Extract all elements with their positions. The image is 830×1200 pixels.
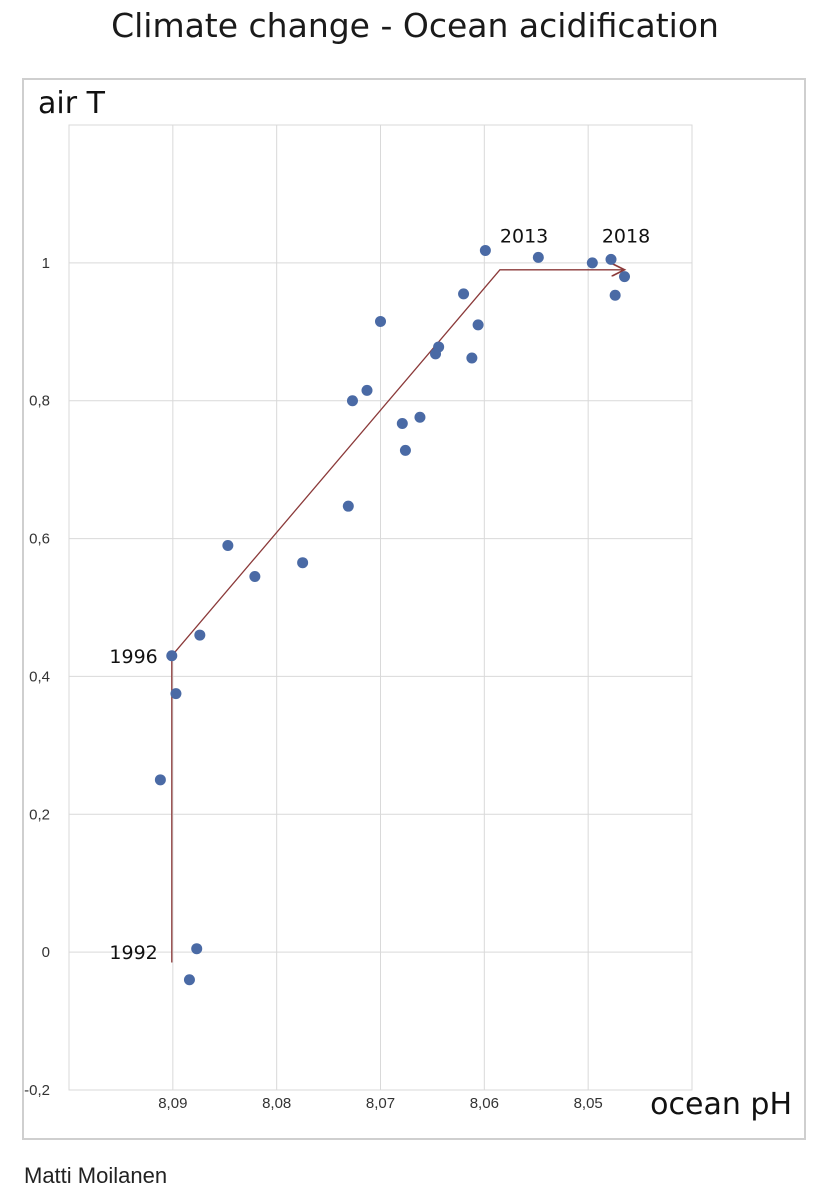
data-point xyxy=(605,253,617,265)
data-point xyxy=(619,271,631,283)
data-point xyxy=(191,943,203,955)
data-point xyxy=(396,417,408,429)
data-point xyxy=(222,539,234,551)
x-tick-label: 8,06 xyxy=(470,1095,499,1112)
y-axis-title: air T xyxy=(38,86,106,121)
y-tick-label: 1 xyxy=(42,255,50,272)
data-point xyxy=(472,319,484,331)
data-point xyxy=(346,395,358,407)
y-tick-label: 0,8 xyxy=(29,393,50,410)
author-credit: Matti Moilanen xyxy=(24,1163,168,1188)
data-point xyxy=(183,974,195,986)
data-point xyxy=(458,288,470,300)
data-point xyxy=(609,289,621,301)
data-point xyxy=(361,384,373,396)
data-point xyxy=(170,688,182,700)
data-point xyxy=(249,570,261,582)
year-annotation: 1996 xyxy=(109,646,157,668)
year-annotation: 2013 xyxy=(500,226,548,248)
data-point xyxy=(586,257,598,269)
data-point xyxy=(166,650,178,662)
trend-line xyxy=(171,270,625,963)
y-tick-label: 0 xyxy=(42,944,50,961)
y-tick-label: 0,6 xyxy=(29,531,50,548)
data-point xyxy=(194,629,206,641)
data-point xyxy=(297,557,309,569)
data-point xyxy=(532,251,544,263)
x-tick-label: 8,09 xyxy=(158,1095,187,1112)
data-point xyxy=(414,411,426,423)
chart-title: Climate change - Ocean acidification xyxy=(111,6,719,45)
data-point xyxy=(154,774,166,786)
y-tick-label: 0,2 xyxy=(29,806,50,823)
data-point xyxy=(399,444,411,456)
x-axis-title: ocean pH xyxy=(650,1087,792,1122)
data-point xyxy=(466,352,478,364)
x-tick-label: 8,08 xyxy=(262,1095,291,1112)
y-tick-label: 0,4 xyxy=(29,668,50,685)
x-tick-label: 8,05 xyxy=(574,1095,603,1112)
data-point xyxy=(433,341,445,353)
y-tick-label: -0,2 xyxy=(24,1082,50,1099)
x-tick-label: 8,07 xyxy=(366,1095,395,1112)
year-annotation: 1992 xyxy=(109,942,157,964)
data-point xyxy=(375,315,386,327)
year-annotation: 2018 xyxy=(602,226,650,248)
plot-frame xyxy=(22,78,806,1140)
data-point xyxy=(342,500,354,512)
data-point xyxy=(479,244,491,256)
